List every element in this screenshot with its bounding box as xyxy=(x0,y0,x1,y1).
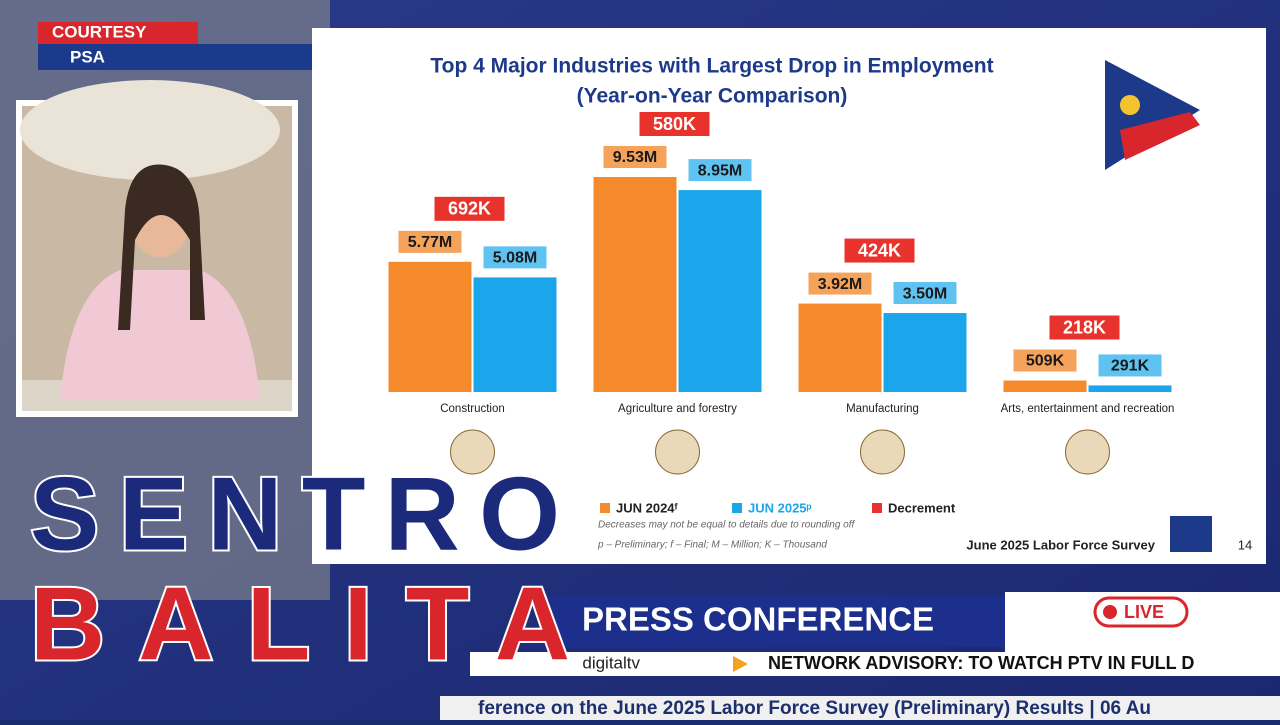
legend-swatch xyxy=(600,503,610,513)
courtesy-bg xyxy=(38,22,198,44)
advisory: NETWORK ADVISORY: TO WATCH PTV IN FULL D xyxy=(768,653,1194,673)
legend-swatch xyxy=(732,503,742,513)
speaker-hair xyxy=(118,164,205,330)
bar xyxy=(1003,380,1087,392)
value-label-bg xyxy=(1013,349,1077,372)
category-icon xyxy=(450,429,495,475)
value-label: 5.08M xyxy=(493,250,537,267)
decrement-label: 580K xyxy=(653,114,696,134)
category-label: Arts, entertainment and recreation xyxy=(1001,403,1175,415)
value-label: 291K xyxy=(1111,358,1150,375)
decrement-box xyxy=(1049,315,1120,340)
handle: digitaltv xyxy=(582,653,640,672)
note: p – Preliminary; f – Final; M – Million;… xyxy=(597,540,827,551)
category-label: Manufacturing xyxy=(846,403,919,415)
value-label-bg xyxy=(1098,354,1162,377)
decrement-box xyxy=(844,238,915,263)
value-label: 3.92M xyxy=(818,276,862,293)
category-label: Construction xyxy=(440,403,505,415)
category-label: Agriculture and forestry xyxy=(618,403,737,415)
live-dot xyxy=(1103,605,1117,619)
value-label: 9.53M xyxy=(613,149,657,166)
decrement-box xyxy=(639,112,710,136)
legend-label: JUN 2024ᶠ xyxy=(616,500,678,515)
logo-sun xyxy=(1120,95,1140,115)
live: LIVE xyxy=(1124,602,1164,622)
legend-label: JUN 2025ᵖ xyxy=(748,500,812,515)
value-label-bg xyxy=(398,230,462,253)
footer: June 2025 Labor Force Survey xyxy=(966,537,1155,552)
ticker: ference on the June 2025 Labor Force Sur… xyxy=(478,698,1151,719)
chart-subtitle: (Year-on-Year Comparison) xyxy=(577,85,848,108)
value-label: 8.95M xyxy=(698,162,742,179)
segment: PRESS CONFERENCE xyxy=(582,601,934,638)
live-badge[interactable] xyxy=(1093,596,1189,628)
plot: 5.77M 5.08M 692K Construction 9.53M 8.95M 580K… xyxy=(388,112,1175,515)
bar xyxy=(593,177,677,392)
bar xyxy=(1088,385,1172,392)
source: PSA xyxy=(70,47,105,66)
bar xyxy=(678,190,762,392)
source-bg xyxy=(38,44,338,70)
value-label-bg xyxy=(808,272,872,295)
advisory-bar xyxy=(470,652,1280,676)
category-icon xyxy=(655,429,700,475)
decrement-label: 424K xyxy=(858,240,901,260)
decrement-box xyxy=(434,196,505,221)
value-label: 509K xyxy=(1026,353,1065,370)
value-label: 5.77M xyxy=(408,234,452,251)
chart-title: Top 4 Major Industries with Largest Drop… xyxy=(430,55,993,78)
seal xyxy=(20,80,280,180)
bar xyxy=(473,277,557,392)
segment-bar xyxy=(540,595,1010,647)
bar xyxy=(388,261,472,392)
value-label-bg xyxy=(603,146,667,168)
arrow xyxy=(733,656,748,672)
courtesy: COURTESY xyxy=(52,22,147,41)
bar xyxy=(798,303,882,392)
legend-label: Decrement xyxy=(888,500,956,515)
page-number: 14 xyxy=(1238,537,1252,552)
decrement-label: 218K xyxy=(1063,317,1106,337)
footer-icon xyxy=(1170,516,1212,552)
logo-mark xyxy=(1120,112,1200,160)
value-label-bg xyxy=(893,282,957,305)
speaker-body xyxy=(60,270,260,400)
value-label: 3.50M xyxy=(903,285,947,302)
category-icon xyxy=(860,429,905,475)
value-label-bg xyxy=(483,246,547,269)
bar xyxy=(883,313,967,392)
category-icon xyxy=(1065,429,1110,475)
legend-swatch xyxy=(872,503,882,513)
value-label-bg xyxy=(688,159,752,182)
ticker-bar xyxy=(440,696,1280,720)
note: Decreases may not be equal to details du… xyxy=(598,520,855,531)
decrement-label: 692K xyxy=(448,199,491,219)
